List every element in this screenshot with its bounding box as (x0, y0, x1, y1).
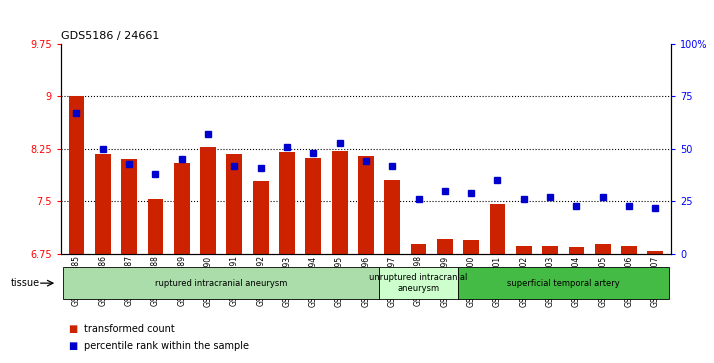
Text: percentile rank within the sample: percentile rank within the sample (84, 340, 248, 351)
Bar (648, 250, 663, 254)
Bar (621, 246, 637, 254)
Bar (200, 147, 216, 254)
Bar (121, 159, 137, 254)
Text: tissue: tissue (11, 278, 40, 288)
Text: ruptured intracranial aneurysm: ruptured intracranial aneurysm (155, 279, 288, 287)
Bar (64, 267, 379, 299)
Bar (69, 96, 84, 254)
Bar (95, 154, 111, 254)
Bar (490, 204, 506, 254)
Bar (174, 163, 190, 254)
Bar (437, 238, 453, 254)
Text: superficial temporal artery: superficial temporal artery (507, 279, 620, 287)
Text: GDS5186 / 24661: GDS5186 / 24661 (61, 31, 159, 41)
Bar (148, 199, 164, 254)
Bar (253, 181, 268, 254)
Bar (595, 244, 610, 254)
Bar (458, 267, 668, 299)
Text: ■: ■ (68, 340, 77, 351)
Bar (463, 240, 479, 254)
Bar (568, 247, 584, 254)
Bar (358, 156, 374, 254)
Bar (542, 246, 558, 254)
Bar (306, 158, 321, 254)
Bar (279, 152, 295, 254)
Bar (332, 151, 348, 254)
Bar (226, 154, 242, 254)
Bar (411, 244, 426, 254)
Bar (516, 246, 532, 254)
Text: ■: ■ (68, 323, 77, 334)
Bar (384, 180, 400, 254)
Bar (379, 267, 458, 299)
Text: unruptured intracranial
aneurysm: unruptured intracranial aneurysm (369, 273, 468, 293)
Text: transformed count: transformed count (84, 323, 174, 334)
